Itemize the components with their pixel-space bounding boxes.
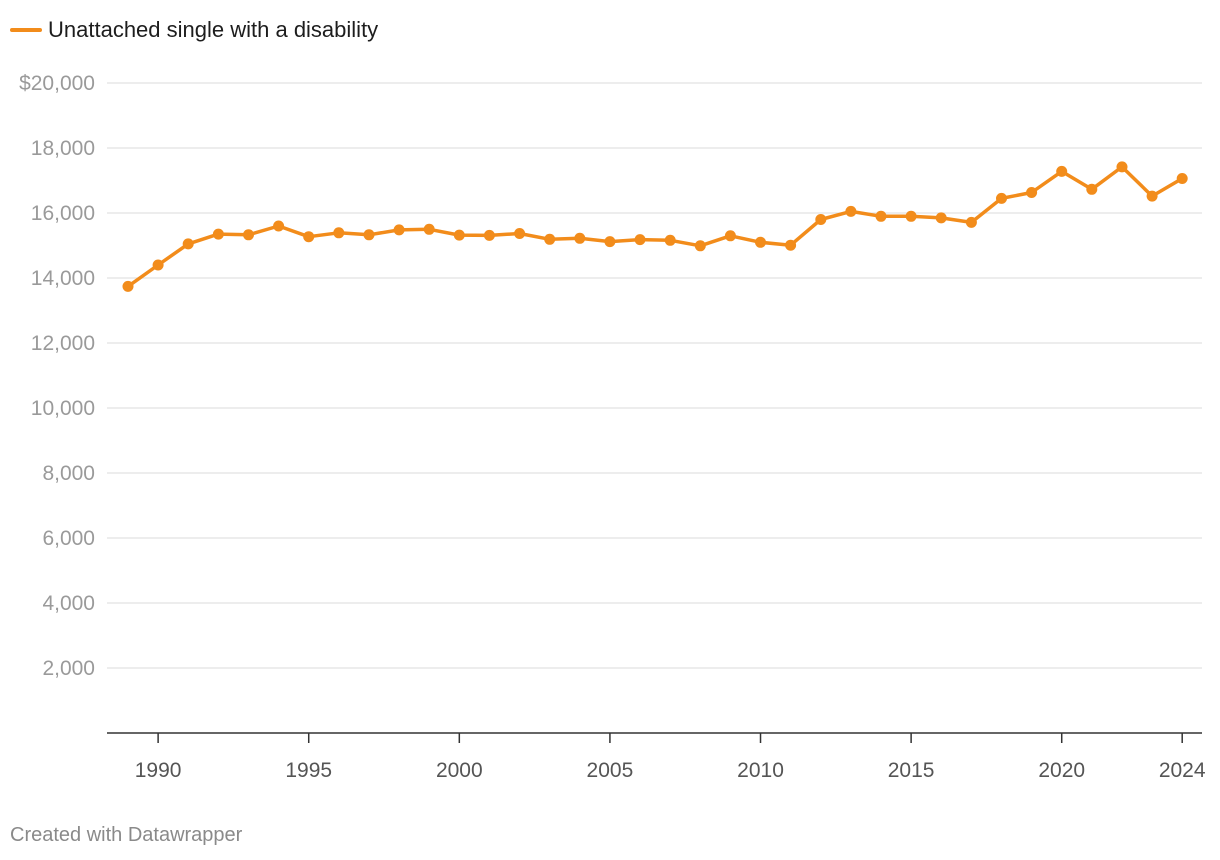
y-tick-label: 16,000 xyxy=(31,202,95,225)
y-tick-label: 12,000 xyxy=(31,332,95,355)
x-tick-label: 1995 xyxy=(285,759,332,782)
data-point-2009 xyxy=(724,230,736,242)
data-point-1999 xyxy=(423,223,435,235)
line-chart: $20,000 18,000 16,000 14,000 12,000 10,000 8,0… xyxy=(19,72,1206,782)
data-point-1992 xyxy=(212,228,224,240)
data-point-2013 xyxy=(845,205,857,217)
data-point-1995 xyxy=(303,231,315,243)
data-point-1991 xyxy=(182,238,194,250)
x-tick-label: 1990 xyxy=(135,759,182,782)
data-point-2024 xyxy=(1176,173,1188,184)
series-line xyxy=(126,165,1184,289)
legend-swatch xyxy=(10,28,42,32)
data-point-2018 xyxy=(996,192,1007,204)
x-tick-label: 2020 xyxy=(1038,759,1085,782)
data-point-1994 xyxy=(273,220,285,232)
data-point-1996 xyxy=(333,227,345,239)
x-tick-label: 2010 xyxy=(737,759,784,782)
data-point-2019 xyxy=(1026,187,1038,198)
data-point-1998 xyxy=(393,224,405,236)
footer-credit: Created with Datawrapper xyxy=(10,824,243,846)
data-point-1990 xyxy=(152,259,164,271)
data-point-2015 xyxy=(905,210,917,222)
data-point-2020 xyxy=(1056,165,1068,177)
data-point-2010 xyxy=(755,236,766,248)
x-tick-label: 2015 xyxy=(888,759,935,782)
data-point-2006 xyxy=(634,234,646,246)
y-tick-label: 18,000 xyxy=(31,137,95,160)
data-point-2021 xyxy=(1086,183,1098,195)
y-tick-label: 2,000 xyxy=(42,657,95,680)
data-point-2005 xyxy=(604,236,616,248)
data-point-2023 xyxy=(1146,190,1158,202)
y-tick-label: 6,000 xyxy=(42,527,95,550)
data-point-2003 xyxy=(544,233,556,245)
data-point-1997 xyxy=(363,229,375,241)
data-point-1989 xyxy=(122,280,134,292)
data-point-2008 xyxy=(694,240,706,252)
data-point-2001 xyxy=(483,229,495,241)
data-point-2011 xyxy=(785,239,797,251)
data-point-2014 xyxy=(875,210,887,222)
y-tick-label: 4,000 xyxy=(42,592,95,615)
y-tick-label: 8,000 xyxy=(42,462,95,485)
data-point-1993 xyxy=(243,229,254,241)
x-tick-label: 2000 xyxy=(436,759,483,782)
legend: Unattached single with a disability xyxy=(10,14,378,46)
x-tick-label: 2005 xyxy=(587,759,634,782)
data-point-2007 xyxy=(664,234,676,246)
y-tick-label: 14,000 xyxy=(31,267,95,290)
data-point-2016 xyxy=(935,212,947,224)
data-point-2017 xyxy=(965,216,977,228)
data-point-2012 xyxy=(815,214,827,225)
y-tick-label: $20,000 xyxy=(19,72,95,95)
x-tick-label: 2024 xyxy=(1159,759,1206,782)
data-point-2022 xyxy=(1116,161,1128,173)
data-point-2004 xyxy=(574,232,586,244)
data-point-2000 xyxy=(453,229,465,241)
y-tick-label: 10,000 xyxy=(31,397,95,420)
data-point-2002 xyxy=(514,228,526,239)
legend-label: Unattached single with a disability xyxy=(48,17,379,42)
